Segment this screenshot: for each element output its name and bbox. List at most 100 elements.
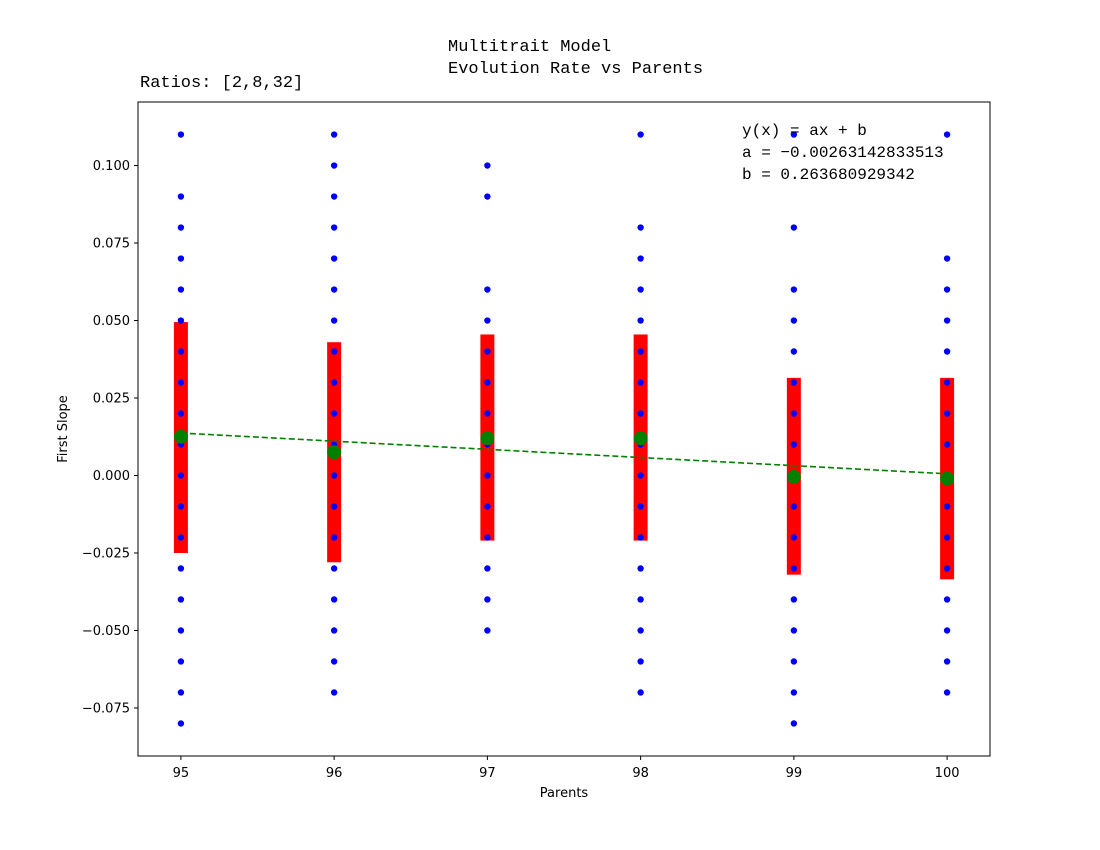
- data-point: [790, 658, 798, 665]
- data-point: [177, 286, 185, 293]
- x-tick-label: 99: [786, 766, 803, 781]
- mean-point-100: [940, 471, 955, 486]
- data-point: [330, 224, 338, 231]
- data-point: [484, 162, 491, 169]
- data-point: [790, 689, 798, 696]
- data-point: [330, 317, 338, 324]
- y-axis-ticks: −0.075 −0.050 −0.025 0.000 0.025 0.050 0.075 0.…: [82, 159, 138, 716]
- data-point: [177, 193, 185, 200]
- data-point: [790, 627, 798, 634]
- data-point: [637, 472, 644, 479]
- y-tick-label: 0.075: [93, 237, 130, 252]
- data-point: [330, 596, 338, 603]
- y-tick-label: 0.000: [93, 469, 130, 484]
- data-point: [177, 689, 185, 696]
- mean-point-95: [173, 429, 188, 444]
- data-point: [484, 472, 491, 479]
- data-point: [637, 689, 644, 696]
- y-tick-label: 0.025: [93, 392, 130, 407]
- data-point: [177, 317, 185, 324]
- x-axis-label: Parents: [540, 786, 589, 801]
- data-point: [790, 379, 798, 386]
- data-point: [790, 317, 798, 324]
- data-point: [177, 224, 185, 231]
- data-point: [637, 410, 644, 417]
- data-point: [484, 348, 491, 355]
- data-point: [484, 286, 491, 293]
- mean-point-97: [480, 431, 495, 446]
- data-point: [177, 596, 185, 603]
- data-point: [637, 131, 644, 138]
- data-point: [943, 379, 951, 386]
- x-tick-label: 96: [326, 766, 343, 781]
- y-axis-label: First Slope: [56, 395, 71, 463]
- data-point: [177, 534, 185, 541]
- data-point: [637, 534, 644, 541]
- data-point: [177, 131, 185, 138]
- data-point: [330, 534, 338, 541]
- data-point: [484, 534, 491, 541]
- data-point: [330, 286, 338, 293]
- data-point: [330, 689, 338, 696]
- data-point: [790, 441, 798, 448]
- data-point: [943, 410, 951, 417]
- data-point: [330, 131, 338, 138]
- fit-line: [180, 432, 948, 475]
- data-point: [790, 596, 798, 603]
- data-point: [637, 348, 644, 355]
- data-point: [177, 565, 185, 572]
- fit-slope-text: a = −0.00263142833513: [742, 144, 944, 162]
- data-point: [943, 286, 951, 293]
- data-point: [330, 472, 338, 479]
- plot-area: [173, 131, 955, 727]
- data-point: [177, 255, 185, 262]
- data-point: [790, 286, 798, 293]
- fit-intercept-text: b = 0.263680929342: [742, 166, 915, 184]
- data-point: [330, 379, 338, 386]
- data-point: [484, 596, 491, 603]
- data-point: [330, 503, 338, 510]
- data-point: [943, 689, 951, 696]
- mean-point-98: [633, 431, 648, 446]
- data-point: [943, 627, 951, 634]
- data-point: [330, 565, 338, 572]
- y-tick-label: 0.050: [93, 314, 130, 329]
- data-point: [484, 410, 491, 417]
- data-point: [790, 224, 798, 231]
- fit-equation-text: y(x) = ax + b: [742, 122, 867, 140]
- data-point: [177, 379, 185, 386]
- data-point: [484, 627, 491, 634]
- chart-title-line1: Multitrait Model: [448, 38, 611, 57]
- chart-title-line2: Evolution Rate vs Parents: [448, 60, 703, 79]
- data-point: [177, 658, 185, 665]
- x-tick-label: 95: [173, 766, 190, 781]
- data-point: [637, 565, 644, 572]
- data-point: [790, 720, 798, 727]
- data-point: [177, 348, 185, 355]
- data-point: [637, 627, 644, 634]
- mean-point-99: [786, 470, 801, 485]
- y-tick-label: −0.050: [82, 624, 130, 639]
- data-point: [637, 596, 644, 603]
- data-point: [943, 441, 951, 448]
- data-point: [177, 410, 185, 417]
- data-point: [637, 658, 644, 665]
- data-point: [943, 317, 951, 324]
- data-point: [177, 627, 185, 634]
- data-point: [943, 596, 951, 603]
- data-point: [177, 503, 185, 510]
- data-point: [943, 658, 951, 665]
- data-point: [637, 255, 644, 262]
- y-tick-label: −0.075: [82, 701, 130, 716]
- axes-frame: [137, 101, 991, 757]
- data-point: [790, 503, 798, 510]
- data-point: [790, 565, 798, 572]
- data-point: [943, 348, 951, 355]
- data-point: [330, 348, 338, 355]
- data-point: [790, 410, 798, 417]
- x-tick-label: 98: [632, 766, 649, 781]
- data-point: [790, 534, 798, 541]
- data-point: [330, 255, 338, 262]
- data-point: [484, 379, 491, 386]
